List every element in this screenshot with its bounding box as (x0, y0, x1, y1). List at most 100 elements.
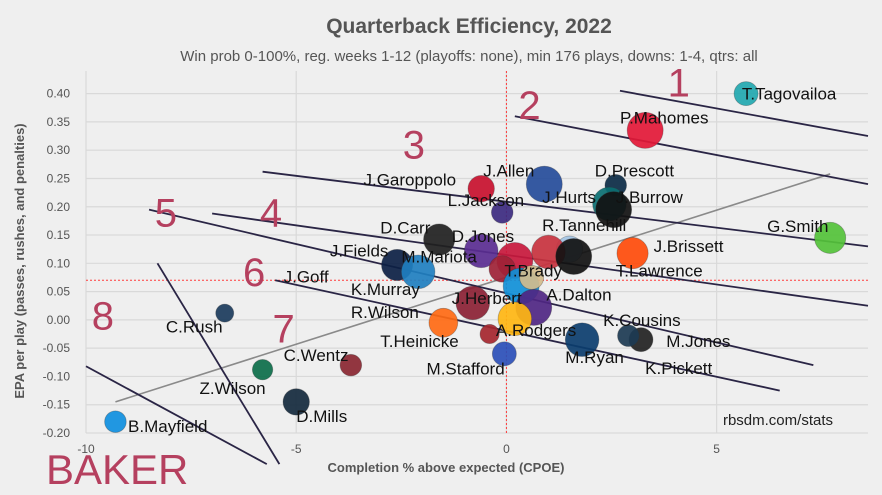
point-label: A.Rodgers (496, 321, 576, 340)
point-label: K.Pickett (645, 359, 712, 378)
point-label: K.Cousins (603, 311, 680, 330)
y-tick-label: -0.15 (43, 398, 71, 412)
chart-subtitle: Win prob 0-100%, reg. weeks 1-12 (playof… (180, 48, 758, 65)
point-label: D.Jones (452, 227, 514, 246)
y-axis-title: EPA per play (passes, rushes, and penalt… (12, 123, 27, 398)
tier-numbers: 1 2 3 4 5 67 8 (92, 61, 690, 351)
data-point (400, 254, 436, 289)
y-tick-label: 0.35 (47, 115, 71, 129)
x-tick-label: 0 (503, 442, 510, 456)
overlay-label: BAKER (46, 446, 188, 493)
data-point (428, 307, 459, 338)
point-label: D.Carr (380, 219, 430, 238)
data-point (339, 353, 363, 377)
tier-line (262, 170, 869, 248)
data-point (617, 324, 640, 347)
point-label: J.Herbert (452, 289, 522, 308)
data-point (564, 322, 600, 357)
data-point (282, 388, 310, 416)
data-point (525, 165, 563, 203)
point-labels: T.Tagovailoa P.Mahomes J.Allen J.Garoppolo D… (128, 85, 837, 437)
x-tick-label: 5 (713, 442, 720, 456)
chart-title: Quarterback Efficiency, 2022 (326, 15, 612, 38)
point-label: J.Garoppolo (363, 171, 456, 190)
data-point (497, 301, 533, 336)
point-label: A.Dalton (546, 285, 611, 304)
y-tick-label: 0.30 (47, 143, 71, 157)
tier-line (148, 208, 814, 367)
data-point (519, 265, 545, 290)
data-point (464, 233, 499, 269)
axis-ticks: 0.40 0.35 0.30 0.25 0.20 0.15 0.10 0.05 0.00 -0.0… (43, 87, 721, 456)
tier-line (156, 262, 281, 465)
data-point (814, 221, 847, 254)
point-label: T.Lawrence (616, 262, 703, 281)
y-tick-label: 0.05 (47, 285, 71, 299)
y-tick-label: 0.15 (47, 228, 71, 242)
credit-text: rbsdm.com/stats (723, 412, 833, 429)
data-point (595, 191, 633, 228)
tier-line (85, 365, 268, 465)
tier-number: 4 (260, 191, 282, 235)
point-label: B.Mayfield (128, 417, 207, 436)
data-point (491, 341, 517, 367)
point-label: T.Brady (504, 262, 562, 281)
x-tick-label: -10 (77, 442, 95, 456)
y-tick-label: 0.40 (47, 87, 71, 101)
point-label: J.Brissett (654, 237, 724, 256)
point-label: J.Hurts (542, 188, 596, 207)
point-label: J.Allen (483, 162, 534, 181)
data-point (491, 201, 514, 224)
tier-line (514, 115, 869, 186)
point-label: K.Murray (351, 280, 420, 299)
x-tick-label: -5 (291, 442, 302, 456)
tier-number: 5 (155, 191, 177, 235)
data-point (104, 410, 127, 433)
point-label: M.Ryan (565, 348, 624, 367)
y-tick-label: 0.20 (47, 200, 71, 214)
point-label: J.Burrow (616, 188, 684, 207)
point-label: R.Wilson (351, 303, 419, 322)
data-point (455, 285, 490, 321)
tier-number: 2 (518, 84, 540, 128)
point-label: C.Rush (166, 318, 223, 337)
point-label: T.Tagovailoa (742, 85, 837, 104)
point-label: M.Jones (666, 332, 730, 351)
data-point (479, 324, 500, 345)
point-label: L.Jackson (448, 191, 525, 210)
tier-number: 6 (243, 251, 265, 295)
data-point (423, 223, 456, 256)
data-point (467, 175, 495, 203)
tier-line (275, 279, 780, 392)
y-tick-label: 0.10 (47, 256, 71, 270)
tier-lines (85, 89, 869, 465)
data-point (555, 238, 593, 275)
tier-number: 3 (403, 124, 425, 168)
tier-number: 8 (92, 294, 114, 338)
point-label: M.Stafford (427, 360, 505, 379)
x-axis-title: Completion % above expected (CPOE) (328, 460, 565, 475)
data-point (215, 303, 235, 323)
point-label: D.Mills (296, 407, 347, 426)
y-tick-label: -0.05 (43, 341, 71, 355)
data-point (733, 81, 759, 107)
point-label: T.Heinicke (380, 332, 458, 351)
y-tick-label: 0.25 (47, 171, 71, 185)
y-tick-label: 0.00 (47, 313, 71, 327)
point-label: R.Tannehill (542, 216, 626, 235)
tier-number: 1 (668, 61, 690, 105)
point-label: C.Wentz (284, 346, 349, 365)
y-tick-label: -0.20 (43, 426, 71, 440)
tier-number: 7 (272, 307, 294, 351)
data-point (616, 237, 649, 270)
data-point (251, 359, 274, 381)
data-point (626, 111, 664, 149)
point-label: P.Mahomes (620, 108, 709, 127)
point-label: D.Prescott (595, 162, 675, 181)
data-points (104, 81, 847, 433)
point-label: Z.Wilson (200, 379, 266, 398)
tier-line (619, 89, 869, 137)
point-label: G.Smith (767, 217, 828, 236)
point-label: J.Goff (284, 267, 329, 286)
